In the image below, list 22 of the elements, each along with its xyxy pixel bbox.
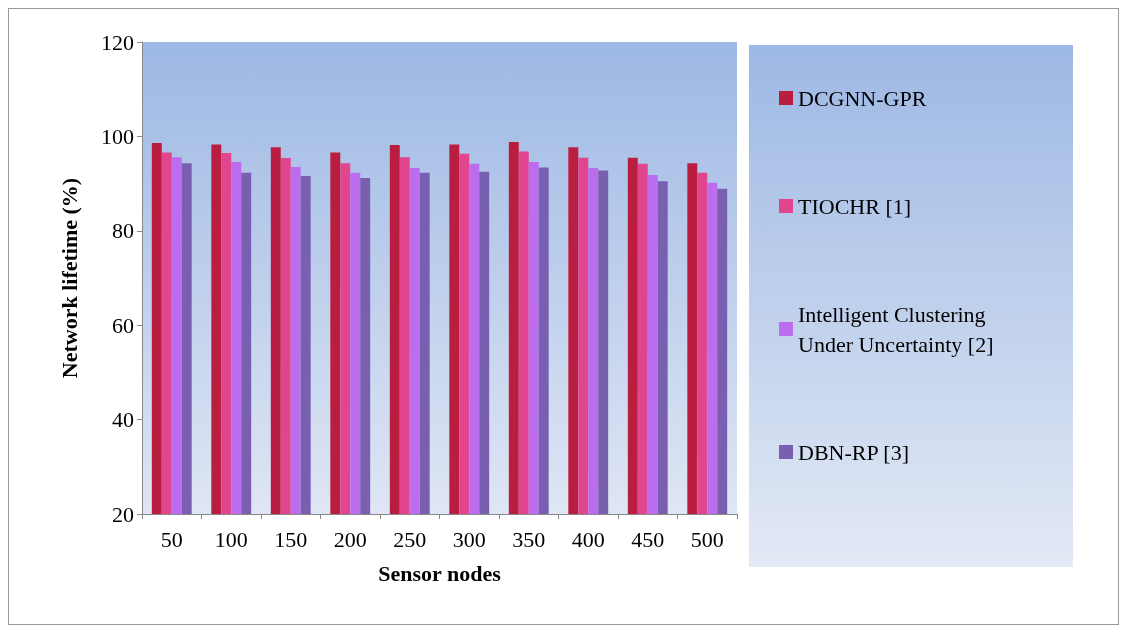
legend-label: TIOCHR [1]: [798, 193, 912, 219]
x-axis-title: Sensor nodes: [378, 560, 502, 586]
x-tick-label: 450: [631, 526, 665, 552]
x-tick-label: 250: [393, 526, 427, 552]
legend-label: DCGNN-GPR: [798, 85, 927, 111]
y-tick-label: 40: [112, 407, 134, 433]
y-tick-label: 80: [112, 218, 134, 244]
y-tick-label: 20: [112, 501, 134, 527]
y-axis-title: Network lifetime (%): [56, 177, 82, 379]
x-tick-label: 200: [333, 526, 367, 552]
legend-label: DBN-RP [3]: [798, 439, 910, 465]
x-tick-label: 350: [512, 526, 546, 552]
x-tick-label: 150: [274, 526, 308, 552]
x-tick-label: 100: [214, 526, 248, 552]
x-tick-label: 500: [690, 526, 724, 552]
x-tick-label: 400: [571, 526, 605, 552]
y-tick-label: 60: [112, 312, 134, 338]
x-tick-label: 300: [452, 526, 486, 552]
y-tick-label: 120: [101, 29, 134, 55]
legend-label: Intelligent Clustering Under Uncertainty [2]: [798, 301, 994, 357]
x-tick-label: 50: [160, 526, 183, 552]
y-tick-label: 100: [101, 123, 134, 149]
